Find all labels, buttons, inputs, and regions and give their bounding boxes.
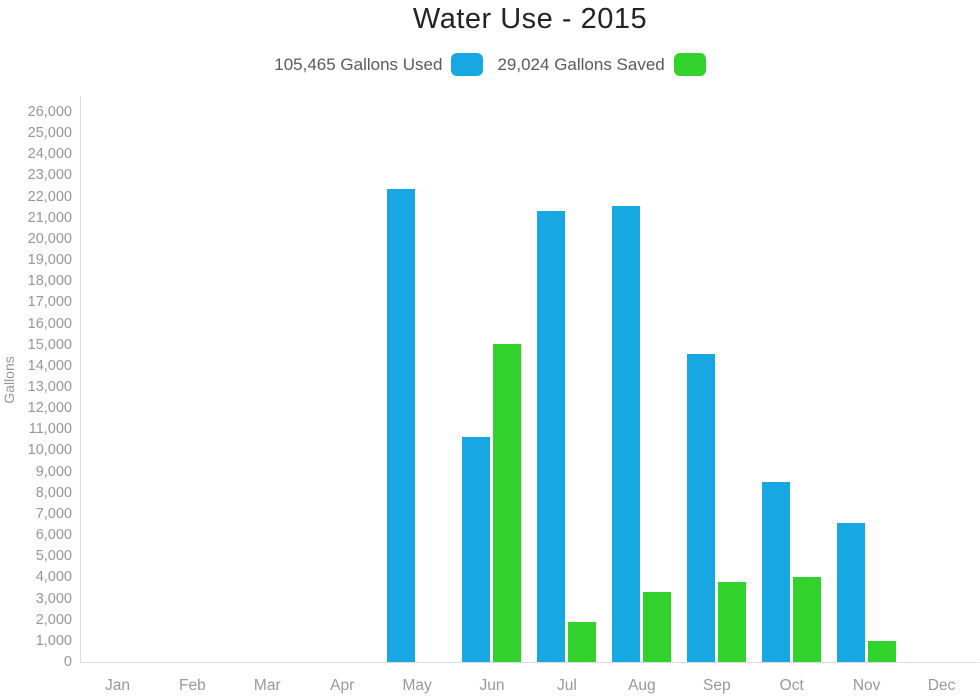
bar-used-jun (462, 436, 491, 662)
y-tick-label: 1,000 (35, 632, 72, 649)
y-tick-label: 18,000 (27, 273, 72, 290)
bar-saved-jun (493, 343, 522, 662)
x-tick-label-sep: Sep (702, 677, 731, 694)
y-tick-label: 3,000 (35, 590, 72, 607)
legend-swatch-saved-icon (673, 53, 706, 76)
y-tick-label: 7,000 (35, 505, 72, 522)
x-tick-label-aug: Aug (628, 677, 656, 694)
y-tick-label: 15,000 (27, 336, 72, 353)
x-tick-label-jul: Jul (557, 677, 577, 694)
bar-used-may (387, 189, 416, 662)
bar-used-aug (611, 206, 640, 662)
y-tick-label: 22,000 (27, 188, 72, 205)
x-tick-label-nov: Nov (852, 677, 881, 694)
y-tick-label: 21,000 (27, 209, 72, 226)
y-tick-label: 17,000 (27, 294, 72, 311)
bar-used-nov (836, 523, 865, 662)
x-tick-label-jun: Jun (479, 677, 505, 694)
x-tick-label-apr: Apr (330, 677, 355, 694)
y-tick-label: 12,000 (27, 400, 72, 417)
x-tick-label-jan: Jan (104, 677, 130, 694)
x-tick-label-oct: Oct (779, 677, 804, 694)
bar-used-jul (536, 211, 565, 662)
bar-saved-nov (867, 640, 896, 662)
bar-saved-jul (567, 622, 596, 662)
x-tick-label-feb: Feb (179, 677, 206, 694)
y-tick-label: 13,000 (27, 379, 72, 395)
y-tick-label: 16,000 (27, 315, 72, 332)
y-tick-label: 14,000 (27, 357, 72, 374)
y-tick-label: 24,000 (27, 146, 72, 163)
y-tick-label: 8,000 (35, 484, 72, 501)
bar-saved-sep (717, 581, 746, 662)
y-tick-label: 0 (63, 654, 72, 670)
bar-used-sep (686, 354, 715, 662)
x-tick-label-may: May (402, 677, 432, 694)
legend: 105,465 Gallons Used 29,024 Gallons Save… (0, 53, 980, 76)
legend-label-saved: 29,024 Gallons Saved (497, 54, 665, 74)
y-tick-label: 26,000 (27, 104, 72, 120)
x-tick-label-dec: Dec (927, 677, 956, 694)
bar-saved-aug (642, 592, 671, 662)
y-tick-label: 2,000 (35, 611, 72, 628)
legend-label-used: 105,465 Gallons Used (274, 54, 443, 74)
y-axis-line (80, 96, 81, 663)
bar-saved-oct (792, 577, 821, 662)
legend-swatch-used-icon (451, 53, 484, 76)
bar-used-oct (761, 482, 790, 662)
y-tick-label: 6,000 (35, 527, 72, 544)
y-tick-label: 10,000 (27, 442, 72, 459)
y-tick-label: 23,000 (27, 167, 72, 184)
chart-title: Water Use - 2015 (412, 3, 648, 35)
y-tick-label: 11,000 (28, 421, 72, 438)
x-tick-label-mar: Mar (253, 677, 281, 694)
y-tick-label: 20,000 (27, 230, 72, 247)
y-tick-label: 9,000 (35, 463, 72, 480)
y-tick-label: 19,000 (27, 252, 72, 269)
y-tick-label: 4,000 (35, 569, 72, 586)
x-axis-line (80, 662, 979, 663)
y-tick-label: 5,000 (35, 548, 72, 565)
y-tick-label: 25,000 (27, 125, 72, 142)
